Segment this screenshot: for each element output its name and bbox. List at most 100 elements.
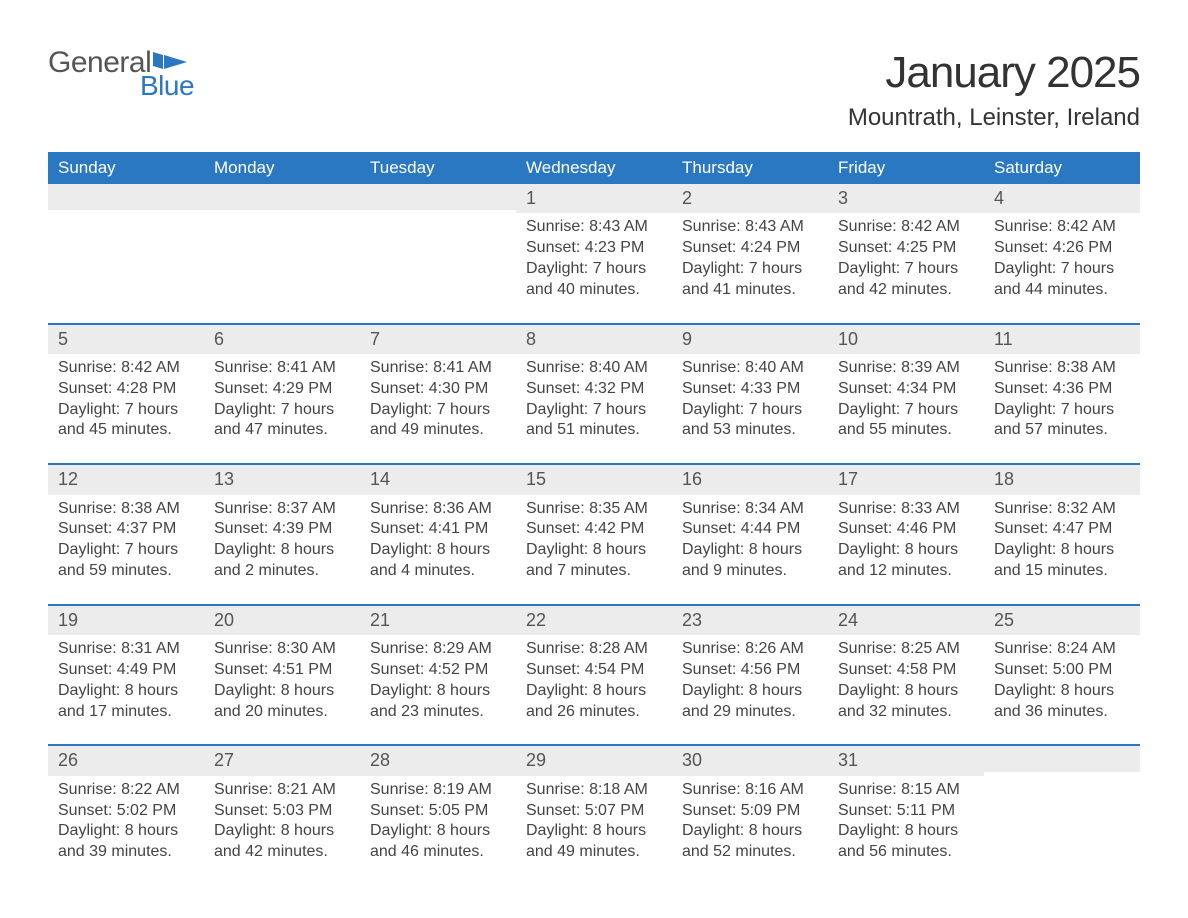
sunrise-text: Sunrise: 8:39 AM <box>838 358 974 379</box>
day-number: 29 <box>516 746 672 775</box>
sunrise-text: Sunrise: 8:34 AM <box>682 499 818 520</box>
day-number: 3 <box>828 184 984 213</box>
sunrise-text: Sunrise: 8:22 AM <box>58 780 194 801</box>
day-details: Sunrise: 8:28 AMSunset: 4:54 PMDaylight:… <box>516 639 672 722</box>
sunrise-text: Sunrise: 8:26 AM <box>682 639 818 660</box>
day-number: 25 <box>984 606 1140 635</box>
sunrise-text: Sunrise: 8:38 AM <box>58 499 194 520</box>
sunset-text: Sunset: 5:11 PM <box>838 801 974 822</box>
sunset-text: Sunset: 4:41 PM <box>370 519 506 540</box>
sunrise-text: Sunrise: 8:40 AM <box>682 358 818 379</box>
day-details: Sunrise: 8:19 AMSunset: 5:05 PMDaylight:… <box>360 780 516 863</box>
sunrise-text: Sunrise: 8:42 AM <box>58 358 194 379</box>
sunrise-text: Sunrise: 8:28 AM <box>526 639 662 660</box>
day-number: 5 <box>48 325 204 354</box>
daylight-text: Daylight: 8 hours and 39 minutes. <box>58 821 194 863</box>
sunrise-text: Sunrise: 8:16 AM <box>682 780 818 801</box>
day-details: Sunrise: 8:16 AMSunset: 5:09 PMDaylight:… <box>672 780 828 863</box>
sunset-text: Sunset: 4:37 PM <box>58 519 194 540</box>
calendar-day-cell: 13Sunrise: 8:37 AMSunset: 4:39 PMDayligh… <box>204 464 360 605</box>
calendar-week-row: 26 Sunrise: 8:22 AMSunset: 5:02 PMDayligh… <box>48 745 1140 885</box>
sunrise-text: Sunrise: 8:29 AM <box>370 639 506 660</box>
day-details: Sunrise: 8:18 AMSunset: 5:07 PMDaylight:… <box>516 780 672 863</box>
calendar-week-row: 19Sunrise: 8:31 AMSunset: 4:49 PMDayligh… <box>48 605 1140 746</box>
weekday-header-row: Sunday Monday Tuesday Wednesday Thursday… <box>48 152 1140 184</box>
day-number: 10 <box>828 325 984 354</box>
logo-word-general: General <box>48 48 151 78</box>
day-number: 24 <box>828 606 984 635</box>
calendar-day-cell <box>48 184 204 324</box>
sunrise-text: Sunrise: 8:33 AM <box>838 499 974 520</box>
day-number: 8 <box>516 325 672 354</box>
day-number: 16 <box>672 465 828 494</box>
day-details: Sunrise: 8:39 AMSunset: 4:34 PMDaylight:… <box>828 358 984 441</box>
daylight-text: Daylight: 8 hours and 4 minutes. <box>370 540 506 582</box>
weekday-header: Thursday <box>672 152 828 184</box>
sunrise-text: Sunrise: 8:41 AM <box>370 358 506 379</box>
sunrise-text: Sunrise: 8:40 AM <box>526 358 662 379</box>
day-number: 26 <box>48 746 204 775</box>
daylight-text: Daylight: 7 hours and 57 minutes. <box>994 400 1130 442</box>
weekday-header: Sunday <box>48 152 204 184</box>
daylight-text: Daylight: 7 hours and 49 minutes. <box>370 400 506 442</box>
sunrise-text: Sunrise: 8:35 AM <box>526 499 662 520</box>
sunset-text: Sunset: 4:32 PM <box>526 379 662 400</box>
sunrise-text: Sunrise: 8:31 AM <box>58 639 194 660</box>
daylight-text: Daylight: 7 hours and 55 minutes. <box>838 400 974 442</box>
sunset-text: Sunset: 4:23 PM <box>526 238 662 259</box>
daylight-text: Daylight: 8 hours and 12 minutes. <box>838 540 974 582</box>
day-details: Sunrise: 8:24 AMSunset: 5:00 PMDaylight:… <box>984 639 1140 722</box>
day-number <box>48 184 204 210</box>
sunset-text: Sunset: 4:34 PM <box>838 379 974 400</box>
sunset-text: Sunset: 4:58 PM <box>838 660 974 681</box>
calendar-day-cell: 14Sunrise: 8:36 AMSunset: 4:41 PMDayligh… <box>360 464 516 605</box>
calendar-day-cell: 21Sunrise: 8:29 AMSunset: 4:52 PMDayligh… <box>360 605 516 746</box>
day-details: Sunrise: 8:43 AMSunset: 4:24 PMDaylight:… <box>672 217 828 300</box>
location-subtitle: Mountrath, Leinster, Ireland <box>848 104 1140 132</box>
day-details: Sunrise: 8:22 AMSunset: 5:02 PMDaylight:… <box>48 780 204 863</box>
sunrise-text: Sunrise: 8:43 AM <box>682 217 818 238</box>
empty-cell <box>984 776 1140 856</box>
weekday-header: Saturday <box>984 152 1140 184</box>
calendar-day-cell: 10 Sunrise: 8:39 AMSunset: 4:34 PMDayligh… <box>828 324 984 465</box>
day-number: 21 <box>360 606 516 635</box>
daylight-text: Daylight: 8 hours and 29 minutes. <box>682 681 818 723</box>
daylight-text: Daylight: 7 hours and 44 minutes. <box>994 259 1130 301</box>
daylight-text: Daylight: 8 hours and 36 minutes. <box>994 681 1130 723</box>
daylight-text: Daylight: 7 hours and 42 minutes. <box>838 259 974 301</box>
calendar-day-cell: 2Sunrise: 8:43 AMSunset: 4:24 PMDaylight… <box>672 184 828 324</box>
sunrise-text: Sunrise: 8:42 AM <box>838 217 974 238</box>
sunrise-text: Sunrise: 8:25 AM <box>838 639 974 660</box>
day-number: 17 <box>828 465 984 494</box>
sunset-text: Sunset: 4:52 PM <box>370 660 506 681</box>
empty-cell <box>204 214 360 294</box>
weekday-header: Monday <box>204 152 360 184</box>
calendar-day-cell: 4Sunrise: 8:42 AMSunset: 4:26 PMDaylight… <box>984 184 1140 324</box>
day-details: Sunrise: 8:42 AMSunset: 4:28 PMDaylight:… <box>48 358 204 441</box>
sunset-text: Sunset: 4:42 PM <box>526 519 662 540</box>
calendar-day-cell: 28Sunrise: 8:19 AMSunset: 5:05 PMDayligh… <box>360 745 516 885</box>
calendar-week-row: 5 Sunrise: 8:42 AMSunset: 4:28 PMDaylight… <box>48 324 1140 465</box>
calendar-day-cell: 17Sunrise: 8:33 AMSunset: 4:46 PMDayligh… <box>828 464 984 605</box>
day-number: 27 <box>204 746 360 775</box>
day-number: 7 <box>360 325 516 354</box>
daylight-text: Daylight: 8 hours and 42 minutes. <box>214 821 350 863</box>
sunset-text: Sunset: 4:36 PM <box>994 379 1130 400</box>
calendar-day-cell <box>984 745 1140 885</box>
day-number: 11 <box>984 325 1140 354</box>
calendar-day-cell: 8Sunrise: 8:40 AMSunset: 4:32 PMDaylight… <box>516 324 672 465</box>
sunrise-text: Sunrise: 8:36 AM <box>370 499 506 520</box>
empty-cell <box>48 214 204 294</box>
calendar-table: Sunday Monday Tuesday Wednesday Thursday… <box>48 152 1140 885</box>
day-details: Sunrise: 8:41 AMSunset: 4:30 PMDaylight:… <box>360 358 516 441</box>
day-details: Sunrise: 8:30 AMSunset: 4:51 PMDaylight:… <box>204 639 360 722</box>
calendar-week-row: 1Sunrise: 8:43 AMSunset: 4:23 PMDaylight… <box>48 184 1140 324</box>
day-details: Sunrise: 8:42 AMSunset: 4:26 PMDaylight:… <box>984 217 1140 300</box>
sunrise-text: Sunrise: 8:24 AM <box>994 639 1130 660</box>
calendar-day-cell: 19Sunrise: 8:31 AMSunset: 4:49 PMDayligh… <box>48 605 204 746</box>
calendar-day-cell: 23Sunrise: 8:26 AMSunset: 4:56 PMDayligh… <box>672 605 828 746</box>
day-details: Sunrise: 8:40 AMSunset: 4:33 PMDaylight:… <box>672 358 828 441</box>
day-details: Sunrise: 8:37 AMSunset: 4:39 PMDaylight:… <box>204 499 360 582</box>
calendar-day-cell: 24Sunrise: 8:25 AMSunset: 4:58 PMDayligh… <box>828 605 984 746</box>
weekday-header: Tuesday <box>360 152 516 184</box>
